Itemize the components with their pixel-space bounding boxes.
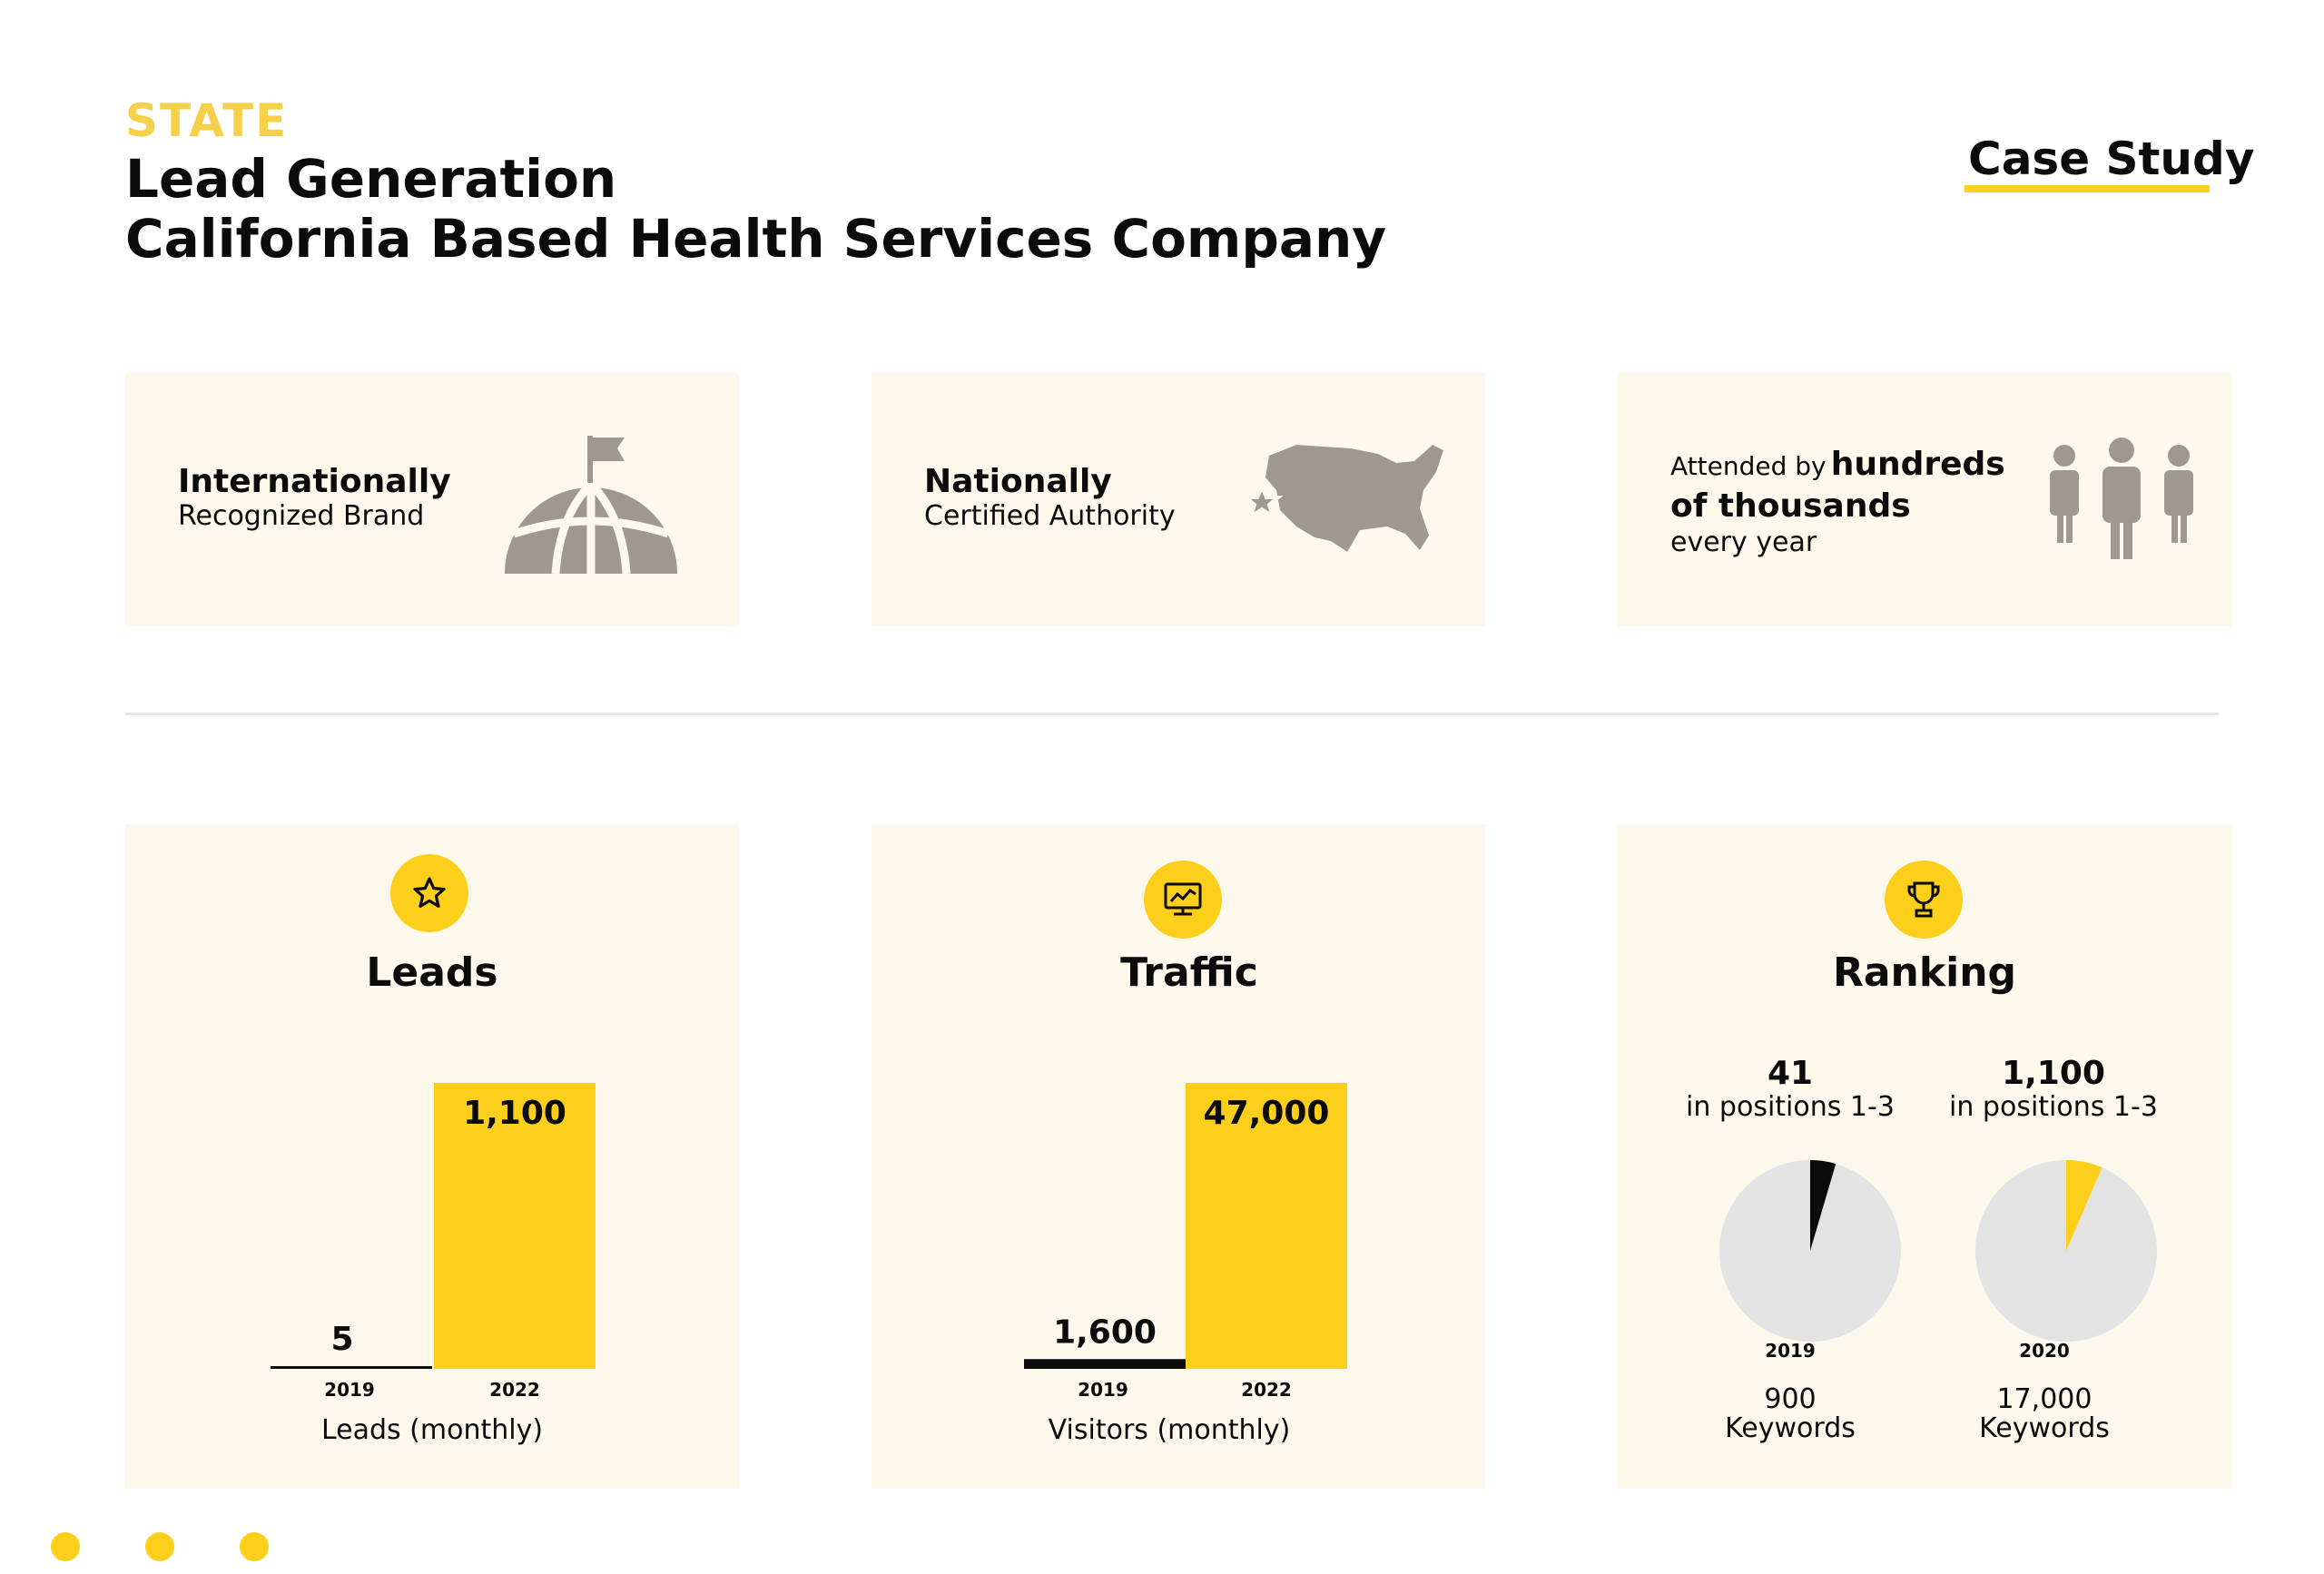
stat-strong-text: Nationally (924, 463, 1112, 500)
pie-slice-top-positions (2066, 1160, 2102, 1251)
globe-flag-icon (505, 436, 677, 575)
ranking-right-year: 2020 (2019, 1340, 2070, 1362)
x-tick-label: 2019 (324, 1379, 375, 1401)
ranking-badge (1885, 861, 1963, 939)
traffic-title: Traffic (1120, 949, 1258, 996)
bar-2019 (1024, 1359, 1186, 1369)
traffic-bar-chart: 1,600 2019 47,000 2022 (1024, 1083, 1347, 1401)
people-group-icon (2050, 438, 2193, 559)
stat-card-international: Internationally Recognized Brand (125, 372, 739, 626)
ranking-left-count: 900 (1764, 1383, 1817, 1415)
ranking-right-count: 17,000 (1996, 1383, 2093, 1415)
leads-caption: Leads (monthly) (320, 1414, 544, 1446)
case-study-underline (1965, 185, 2210, 192)
leads-title: Leads (366, 949, 498, 996)
leads-card: Leads 5 2019 1,100 2022 Leads (monthly) (125, 824, 739, 1489)
eyebrow-label: STATE (125, 94, 289, 147)
leads-badge (390, 854, 468, 932)
stat-strong-text-2: of thousands (1670, 487, 1911, 525)
ranking-title: Ranking (1832, 949, 2017, 996)
usa-map-star-icon (1242, 445, 1443, 552)
x-tick-label: 2022 (1241, 1379, 1292, 1401)
pagination-dot[interactable] (51, 1532, 80, 1561)
bar-2022 (1186, 1083, 1347, 1369)
stat-card-attendance: Attended by hundreds of thousands every … (1618, 372, 2231, 626)
ranking-left-year: 2019 (1765, 1340, 1816, 1362)
ranking-right-label: in positions 1-3 (1949, 1091, 2158, 1123)
ranking-pie-charts (1719, 1160, 2157, 1342)
title-line-1: Lead Generation (125, 148, 617, 210)
traffic-badge (1144, 861, 1222, 939)
stat-light-text: Certified Authority (924, 500, 1176, 532)
title-line-2: California Based Health Services Company (125, 208, 1387, 270)
traffic-card: Traffic 1,600 2019 47,000 2022 Visitors (mo… (872, 824, 1485, 1489)
ranking-left-unit: Keywords (1725, 1412, 1856, 1444)
ranking-card: Ranking 41 in positions 1-3 1,100 in pos… (1618, 824, 2231, 1489)
stat-card-national: Nationally Certified Authority (872, 372, 1485, 626)
stat-prefix-text: Attended by (1670, 451, 1827, 481)
x-tick-label: 2019 (1078, 1379, 1128, 1401)
pagination-dot[interactable] (240, 1532, 269, 1561)
stat-strong-text: hundreds (1830, 446, 2005, 483)
trophy-icon (1907, 881, 1940, 918)
pagination-dot[interactable] (145, 1532, 174, 1561)
ranking-right-value: 1,100 (2002, 1055, 2105, 1092)
bar-value-label: 5 (330, 1321, 353, 1358)
chart-monitor-icon (1164, 882, 1202, 916)
traffic-caption: Visitors (monthly) (1048, 1414, 1291, 1446)
pie-slice-top-positions (1810, 1160, 1837, 1251)
case-study-label: Case Study (1968, 133, 2255, 185)
section-divider (125, 713, 2219, 715)
bar-2022 (434, 1083, 596, 1369)
bar-value-label: 1,100 (463, 1095, 566, 1132)
bar-value-label: 47,000 (1204, 1095, 1330, 1132)
bar-value-label: 1,600 (1053, 1313, 1157, 1351)
ranking-right-unit: Keywords (1979, 1412, 2110, 1444)
stat-light-text: Recognized Brand (178, 500, 425, 532)
star-icon (413, 877, 446, 909)
ranking-left-label: in positions 1-3 (1686, 1091, 1895, 1123)
page-title: Lead Generation California Based Health … (125, 149, 1386, 269)
bar-2019 (271, 1366, 432, 1369)
stat-light-text: every year (1670, 526, 1817, 558)
leads-bar-chart: 5 2019 1,100 2022 (271, 1083, 596, 1401)
ranking-left-value: 41 (1767, 1055, 1814, 1092)
x-tick-label: 2022 (489, 1379, 540, 1401)
stat-strong-text: Internationally (178, 463, 451, 500)
